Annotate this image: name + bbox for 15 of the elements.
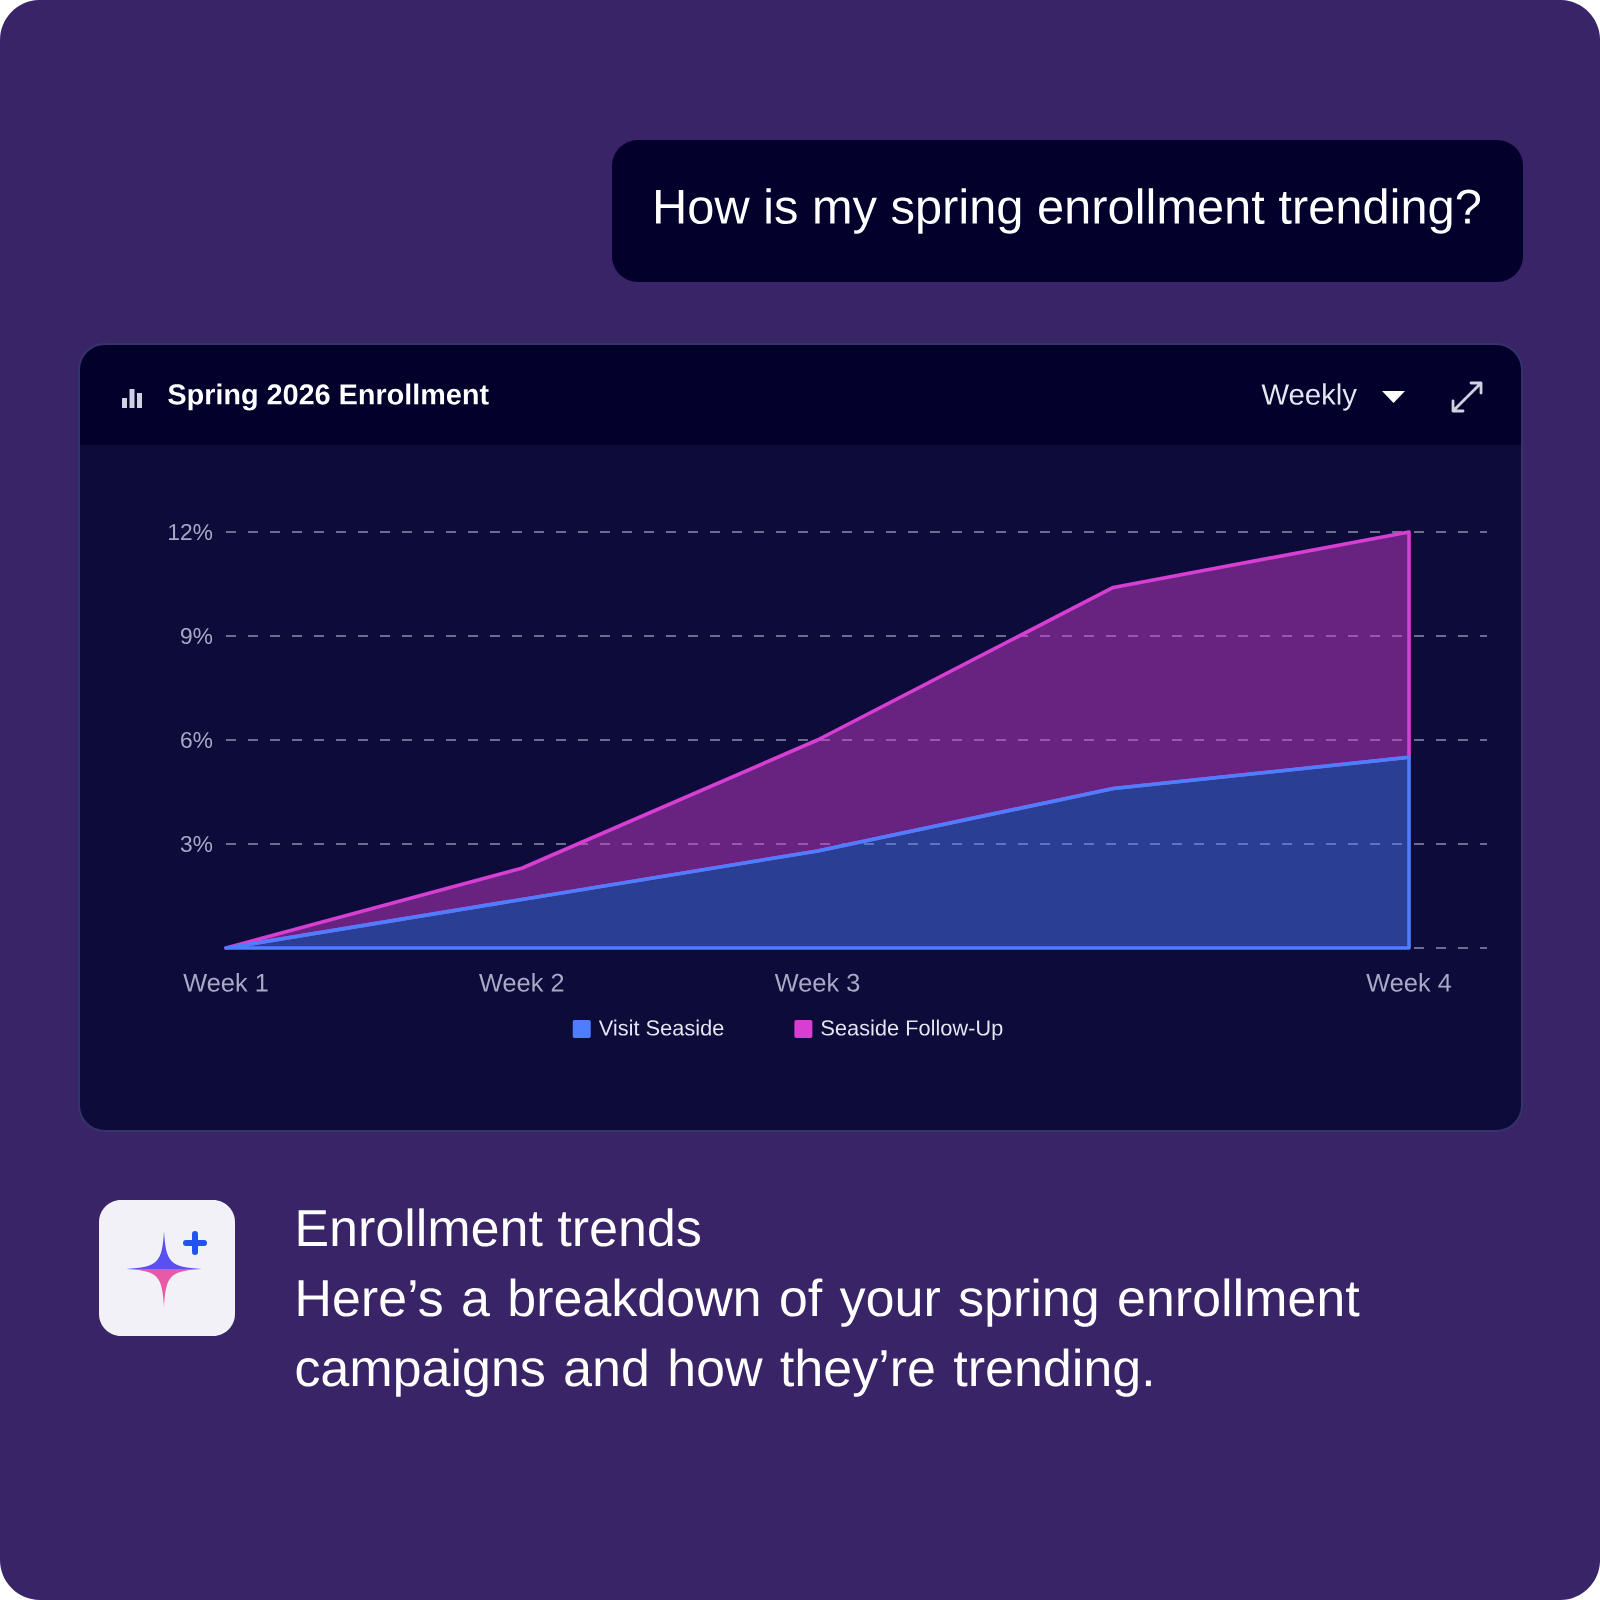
x-tick-label: Week 3 <box>774 973 860 992</box>
chart-title: Spring 2026 Enrollment <box>168 383 489 411</box>
y-tick-label: 12% <box>169 523 213 541</box>
text: How is my spring enrollment trending? <box>656 188 1481 234</box>
legend-label: Seaside Follow-Up <box>821 1019 1003 1040</box>
y-tick-label: 9% <box>181 627 213 645</box>
x-tick-label: Week 1 <box>183 973 268 992</box>
text: Enrollment trends <box>298 1208 700 1247</box>
y-tick-label: 3% <box>180 835 213 853</box>
text: Here’s a breakdown of your spring enrollment campaigns and how they’re trending. <box>296 1278 1360 1397</box>
y-tick-label: 6% <box>181 731 213 749</box>
legend-label: Visit Seaside <box>598 1019 724 1036</box>
text: Weekly <box>1261 383 1357 411</box>
x-tick-label: Week 2 <box>479 973 564 992</box>
x-tick-label: Week 4 <box>1366 973 1452 992</box>
